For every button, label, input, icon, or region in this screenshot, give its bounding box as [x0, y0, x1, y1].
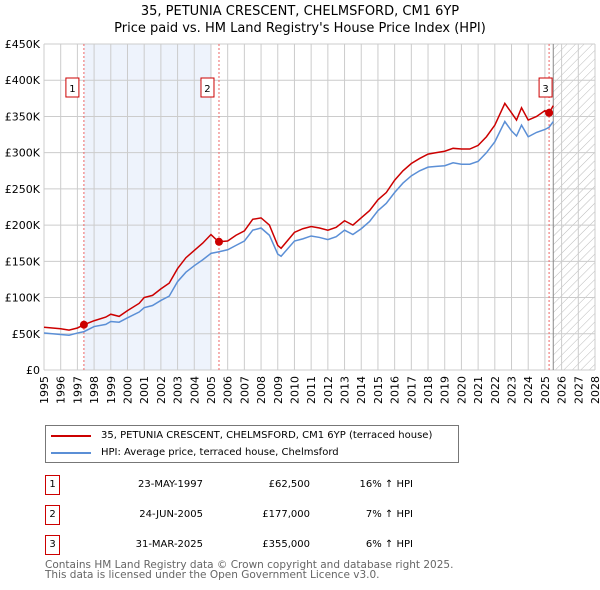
x-tick-label: 2016	[389, 376, 402, 404]
x-tick-label: 2017	[405, 376, 418, 404]
legend-item-hpi: HPI: Average price, terraced house, Chel…	[51, 444, 339, 461]
x-tick-label: 2007	[238, 376, 251, 404]
y-tick-label: £350K	[5, 110, 41, 123]
x-tick-label: 2023	[506, 376, 519, 404]
legend-label: HPI: Average price, terraced house, Chel…	[101, 447, 339, 458]
price-chart: 1995 1996 1997 1998 1999 2000 2001 2002 2003 2004…	[5, 38, 600, 404]
sale-price: £177,000	[262, 509, 310, 520]
y-tick-label: £200K	[5, 219, 41, 232]
sale-marker-box	[200, 77, 215, 98]
sale-marker: 1	[45, 475, 60, 495]
x-tick-label: 2013	[339, 376, 352, 404]
sale-marker: 3	[45, 535, 60, 555]
y-tick-label: £400K	[5, 74, 41, 87]
y-tick-label: £50K	[12, 328, 41, 341]
sale-marker: 2	[45, 505, 60, 525]
legend-swatch-blue	[51, 451, 91, 454]
x-tick-label: 2002	[155, 376, 168, 404]
x-tick-label: 2003	[172, 376, 185, 404]
x-tick-label: 2021	[472, 376, 485, 404]
x-tick-label: 2012	[322, 376, 335, 404]
legend: 35, PETUNIA CRESCENT, CHELMSFORD, CM1 6Y…	[45, 425, 459, 463]
footer-line: Contains HM Land Registry data © Crown c…	[45, 559, 454, 571]
footer-line: This data is licensed under the Open Gov…	[45, 569, 380, 581]
legend-swatch-red	[51, 434, 91, 437]
sale-price: £355,000	[262, 539, 310, 550]
x-tick-label: 2020	[455, 376, 468, 404]
sale-marker-label: 3	[542, 84, 548, 95]
x-tick-label: 2005	[205, 376, 218, 404]
sale-price: £62,500	[268, 479, 310, 490]
sale-hpi: 16% ↑ HPI	[359, 479, 413, 490]
sale-marker-label: 2	[204, 84, 210, 95]
sale-date: 23-MAY-1997	[137, 479, 203, 490]
x-tick-label: 2019	[439, 376, 452, 404]
y-tick-label: £300K	[5, 147, 41, 160]
forecast-hatch	[553, 44, 595, 370]
x-tick-label: 2028	[589, 376, 600, 404]
x-tick-label: 2009	[272, 376, 285, 404]
x-tick-label: 2004	[188, 376, 201, 404]
x-tick-label: 2014	[355, 376, 368, 404]
sale-point	[545, 108, 554, 117]
sale-marker-box	[65, 77, 80, 98]
sale-point	[79, 320, 88, 329]
x-tick-label: 2001	[138, 376, 151, 404]
x-tick-label: 1998	[88, 376, 101, 404]
y-tick-label: £100K	[5, 292, 41, 305]
sale-date: 24-JUN-2005	[139, 509, 203, 520]
x-tick-label: 2024	[522, 376, 535, 404]
x-tick-label: 2015	[372, 376, 385, 404]
x-tick-label: 2008	[255, 376, 268, 404]
sale-date: 31-MAR-2025	[135, 539, 203, 550]
x-tick-label: 1995	[38, 376, 51, 404]
legend-item-property: 35, PETUNIA CRESCENT, CHELMSFORD, CM1 6Y…	[51, 427, 432, 444]
y-tick-label: £250K	[5, 183, 41, 196]
sale-hpi: 6% ↑ HPI	[365, 539, 413, 550]
hpi-line	[43, 120, 554, 336]
x-tick-label: 1999	[105, 376, 118, 404]
x-tick-label: 2027	[572, 376, 585, 404]
footer: Contains HM Land Registry data © Crown c…	[45, 559, 454, 581]
sale-row: 2 24-JUN-2005 £177,000 7% ↑ HPI	[45, 505, 465, 525]
sale-hpi: 7% ↑ HPI	[365, 509, 413, 520]
x-tick-label: 2022	[489, 376, 502, 404]
chart-subtitle: Price paid vs. HM Land Registry's House …	[114, 21, 486, 36]
y-tick-label: £450K	[5, 38, 41, 51]
sale-point	[214, 237, 223, 246]
sale-marker-label: 1	[69, 84, 75, 95]
x-tick-label: 1997	[71, 376, 84, 404]
x-tick-label: 2000	[121, 376, 134, 404]
sale-marker-box	[538, 77, 553, 98]
x-tick-label: 2011	[305, 376, 318, 404]
x-tick-label: 1996	[55, 376, 68, 404]
x-tick-label: 2025	[539, 376, 552, 404]
x-tick-label: 2026	[556, 376, 569, 404]
sale-row: 3 31-MAR-2025 £355,000 6% ↑ HPI	[45, 535, 465, 555]
shaded-period	[84, 44, 211, 370]
legend-label: 35, PETUNIA CRESCENT, CHELMSFORD, CM1 6Y…	[101, 430, 433, 441]
x-tick-label: 2010	[288, 376, 301, 404]
property-line	[43, 101, 554, 331]
y-tick-label: £0	[26, 364, 40, 377]
sale-row: 1 23-MAY-1997 £62,500 16% ↑ HPI	[45, 475, 465, 495]
x-tick-label: 2006	[222, 376, 235, 404]
x-tick-label: 2018	[422, 376, 435, 404]
y-tick-label: £150K	[5, 255, 41, 268]
chart-title: 35, PETUNIA CRESCENT, CHELMSFORD, CM1 6Y…	[140, 4, 460, 19]
